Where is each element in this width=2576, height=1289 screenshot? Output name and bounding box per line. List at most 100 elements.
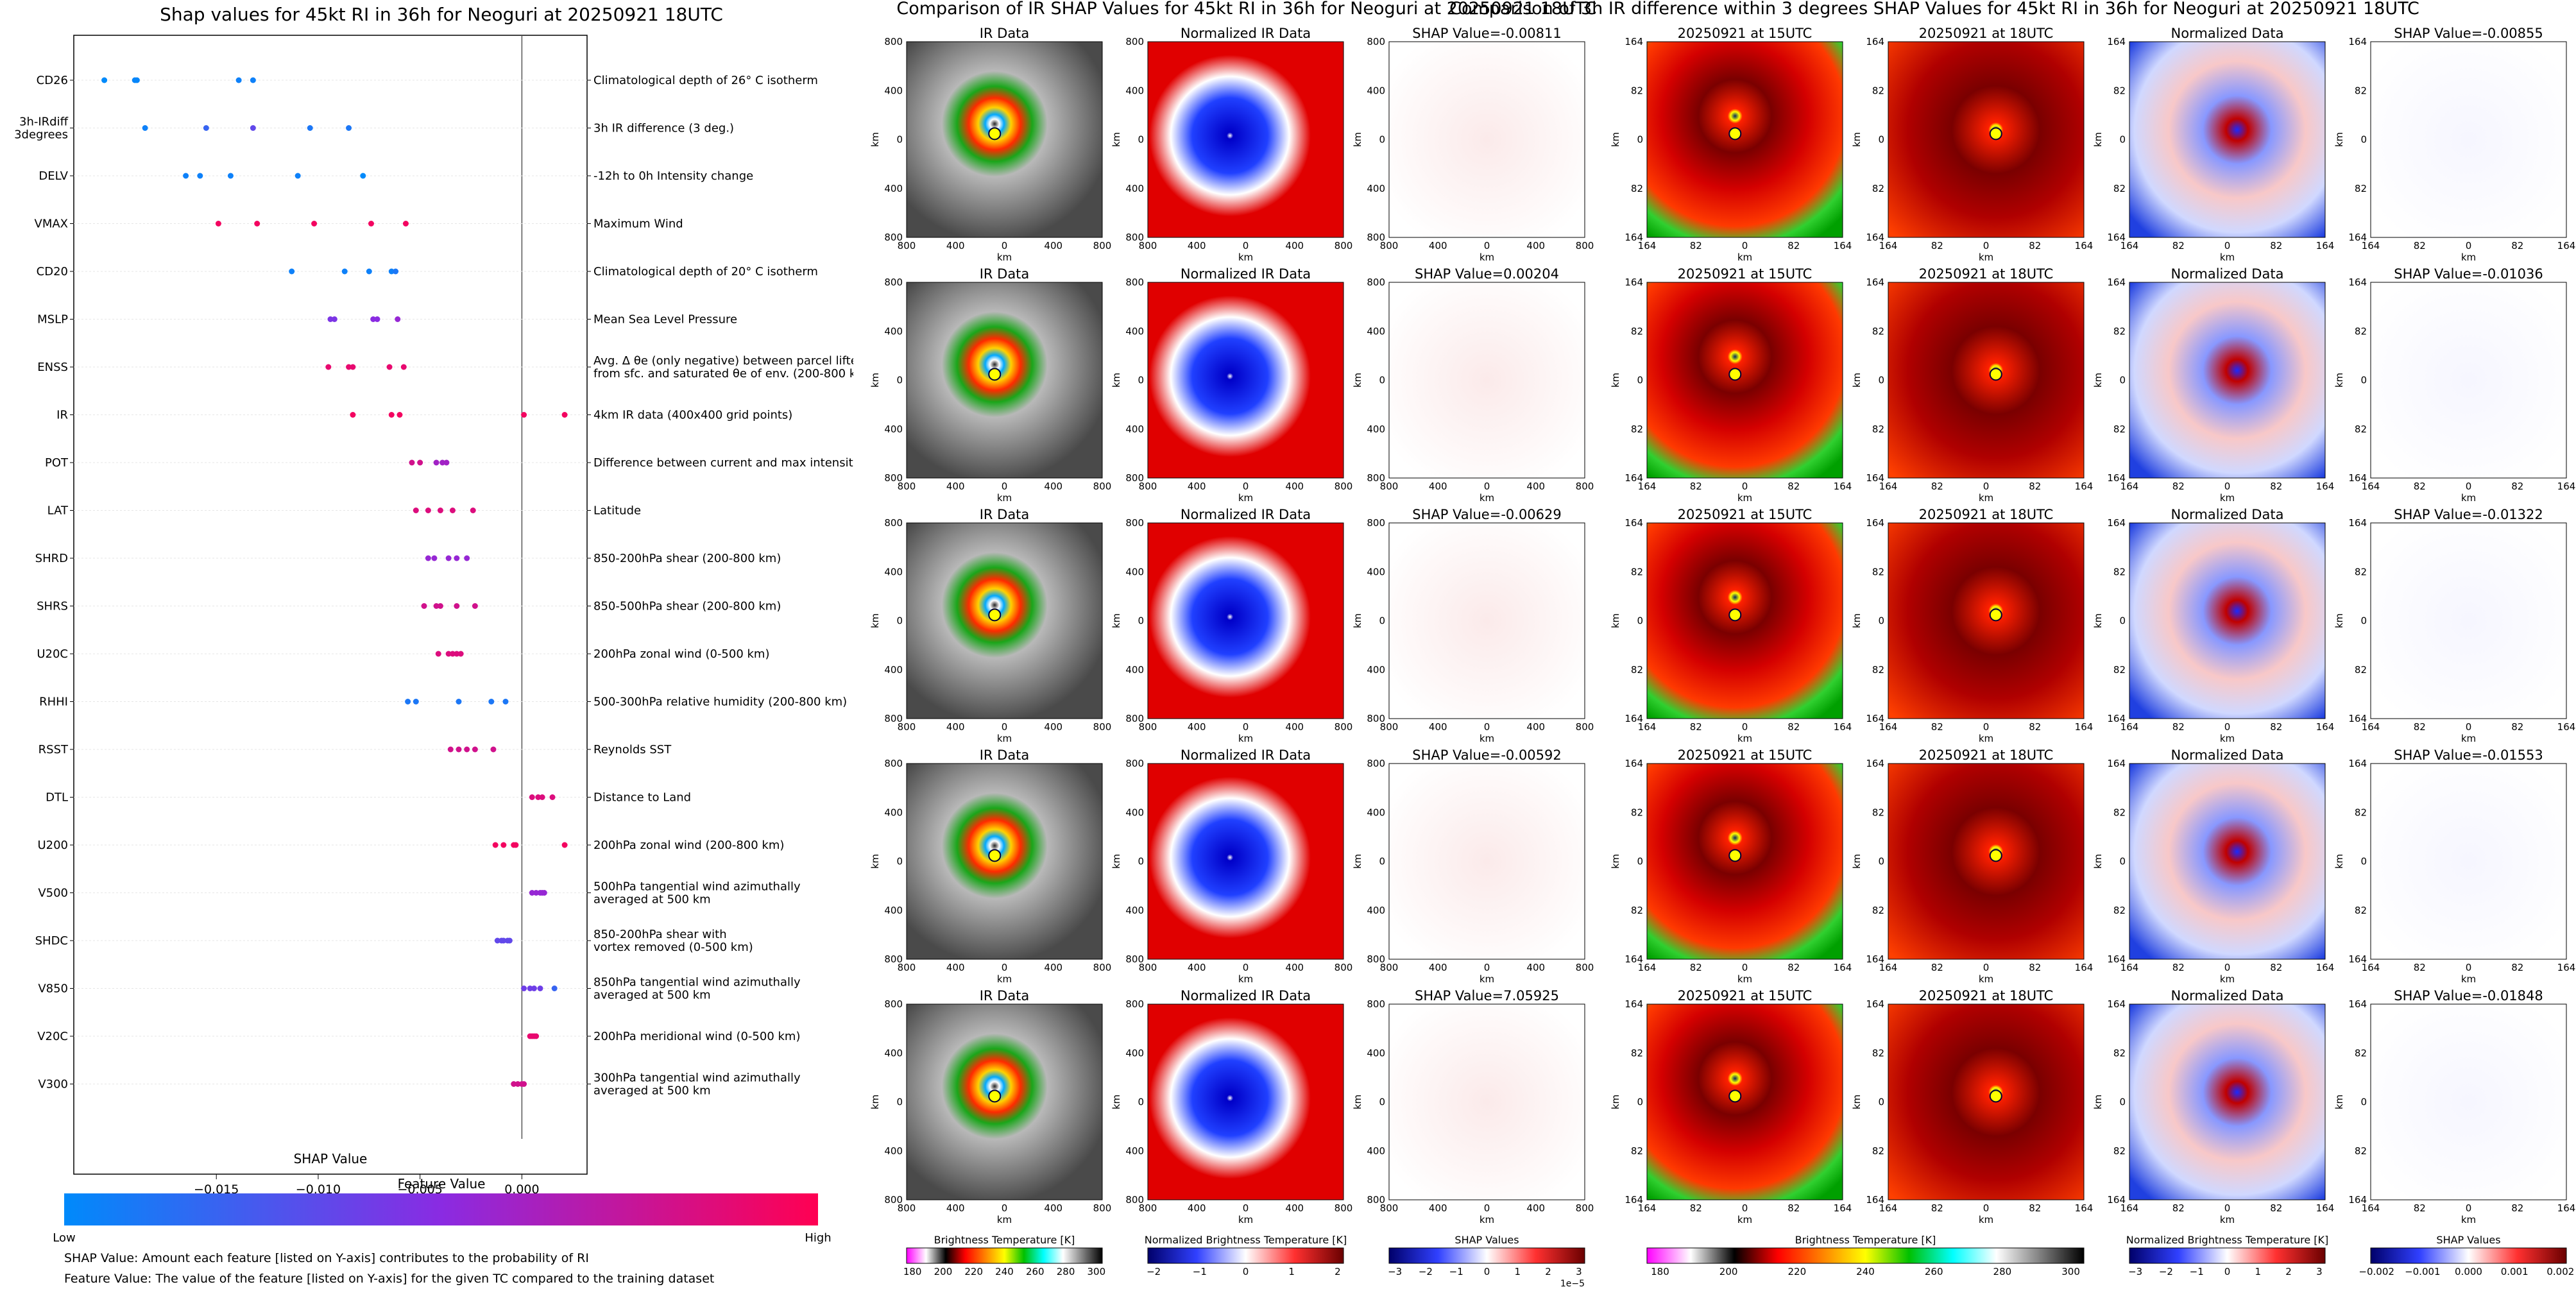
panel-x-tick: 164	[2362, 481, 2380, 492]
panel-x-tick: 164	[1638, 240, 1657, 252]
panel-title: SHAP Value=7.05925	[1415, 988, 1559, 1003]
panel-title: SHAP Value=0.00204	[1415, 266, 1559, 282]
panel-x-tick: 82	[2029, 481, 2041, 492]
panel-x-tick: 800	[1139, 1202, 1157, 1214]
x-axis-label: SHAP Value	[294, 1151, 368, 1166]
panel-y-tick: 164	[2107, 953, 2126, 965]
normalized-diff-panel: Normalized Data1641648282008282164164kmk…	[2092, 988, 2334, 1225]
storm-eye	[1989, 1089, 2002, 1103]
panel-title: SHAP Value=-0.01553	[2394, 747, 2543, 763]
feature-name-label: U200	[37, 839, 68, 852]
panel-y-tick: 400	[1367, 423, 1385, 435]
panel-y-tick: 0	[2360, 1097, 2367, 1108]
shap-point	[235, 77, 242, 83]
panel-x-tick: 0	[2224, 1202, 2231, 1214]
panel-image	[1388, 763, 1585, 960]
storm-eye	[1728, 368, 1742, 381]
panel-y-tick: 164	[2107, 277, 2126, 288]
panel-y-tick: 82	[1872, 905, 1884, 916]
panel-x-axis-label: km	[1737, 1214, 1752, 1225]
shap-point	[500, 937, 507, 944]
panel-x-tick: 0	[1983, 721, 1990, 733]
colorbar-label: Brightness Temperature [K]	[934, 1234, 1075, 1246]
panel-y-tick: 164	[1866, 1194, 1884, 1206]
panel-x-tick: 164	[1834, 962, 1852, 973]
panel-x-axis-label: km	[2220, 492, 2235, 504]
panel-y-tick: 164	[2348, 953, 2367, 965]
colorbar-tick-label: 200	[934, 1266, 953, 1277]
panel-y-tick: 800	[884, 998, 903, 1010]
panel-y-tick: 0	[1379, 375, 1385, 386]
panel-image	[1646, 282, 1843, 479]
colorbar-tick-label: 3	[2316, 1266, 2323, 1277]
shap-point	[360, 173, 366, 179]
panel-x-tick: 82	[2270, 240, 2282, 252]
panel-title: Normalized IR Data	[1181, 266, 1311, 282]
panel-y-tick: 164	[1625, 472, 1643, 484]
panel-x-tick: 164	[1834, 240, 1852, 252]
colorbar-tick-label: 240	[995, 1266, 1014, 1277]
colorbar-tick-label: 260	[1026, 1266, 1045, 1277]
panel-x-tick: 82	[2511, 962, 2523, 973]
colorbar: SHAP Values −0.002 −0.001 0.000 0.001 0.002	[2358, 1234, 2574, 1277]
panel-y-tick: 800	[1367, 517, 1385, 529]
panel-y-tick: 82	[1872, 566, 1884, 577]
panel-x-tick: 400	[1285, 240, 1304, 252]
shap-point	[433, 459, 439, 466]
panel-y-tick: 800	[1367, 998, 1385, 1010]
colorbar-tick-label: 0	[2224, 1266, 2231, 1277]
colorbar-tick-label: −2	[1147, 1266, 1161, 1277]
panel-x-axis-label: km	[2461, 973, 2476, 985]
colorbar-exponent: 1e−5	[1560, 1279, 1585, 1289]
panel-x-tick: 0	[1002, 962, 1008, 973]
panel-title: 20250921 at 15UTC	[1678, 266, 1813, 282]
panel-y-axis-label: km	[1111, 373, 1122, 388]
panel-y-tick: 82	[2355, 1145, 2367, 1157]
colorbar-tick-label: −2	[1419, 1266, 1433, 1277]
panel-y-axis-label: km	[1851, 373, 1863, 388]
feature-name-label: LAT	[47, 504, 69, 518]
panel-y-axis-label: km	[1352, 613, 1363, 628]
panel-y-tick: 400	[1125, 183, 1144, 194]
panel-y-tick: 164	[2348, 472, 2367, 484]
panel-image	[1147, 522, 1344, 719]
panel-y-tick: 82	[1631, 905, 1643, 916]
feature-description-label: Difference between current and max inten…	[593, 456, 853, 470]
shap-point	[445, 651, 452, 657]
panel-y-tick: 82	[1631, 325, 1643, 337]
colorbar-gradient	[1147, 1247, 1344, 1264]
panel-y-tick: 164	[2107, 998, 2126, 1010]
feature-description-label: 200hPa zonal wind (0-500 km)	[593, 647, 770, 661]
panel-x-tick: 400	[1429, 1202, 1447, 1214]
panel-y-tick: 82	[2113, 905, 2126, 916]
panel-title: Normalized IR Data	[1181, 26, 1311, 41]
panel-x-tick: 400	[1044, 1202, 1062, 1214]
panel-y-axis-label: km	[1610, 1095, 1621, 1109]
feature-description-label: -12h to 0h Intensity change	[593, 169, 753, 183]
panel-x-tick: 800	[1335, 721, 1353, 733]
panel-x-tick: 164	[1879, 240, 1898, 252]
shap-point	[454, 603, 460, 609]
panel-y-tick: 0	[1637, 134, 1643, 146]
feature-name-label: POT	[45, 456, 69, 470]
feature-description-label: 500-300hPa relative humidity (200-800 km…	[593, 696, 847, 709]
panel-x-tick: 164	[1879, 962, 1898, 973]
panel-x-tick: 0	[2466, 721, 2472, 733]
ir-shap-panel: SHAP Value=7.059258008004004000040040080…	[1352, 988, 1594, 1225]
panel-x-tick: 164	[2075, 962, 2094, 973]
panel-y-tick: 82	[1631, 807, 1643, 818]
panel-x-tick: 800	[1335, 1202, 1353, 1214]
panel-x-axis-label: km	[1238, 973, 1253, 985]
panel-y-tick: 0	[1637, 375, 1643, 386]
panel-y-axis-label: km	[869, 132, 881, 147]
panel-y-tick: 800	[1125, 472, 1144, 484]
shap-point	[454, 555, 460, 561]
panel-x-tick: 800	[898, 721, 916, 733]
ir-18utc-panel: 20250921 at 18UTC1641648282008282164164k…	[1851, 507, 2093, 744]
panel-y-tick: 164	[1625, 713, 1643, 724]
panel-x-axis-label: km	[997, 1214, 1012, 1225]
panel-title: 20250921 at 18UTC	[1919, 988, 2054, 1003]
shap-point	[443, 459, 450, 466]
note-feature-value: Feature Value: The value of the feature …	[64, 1272, 714, 1286]
panel-y-tick: 800	[884, 1194, 903, 1206]
